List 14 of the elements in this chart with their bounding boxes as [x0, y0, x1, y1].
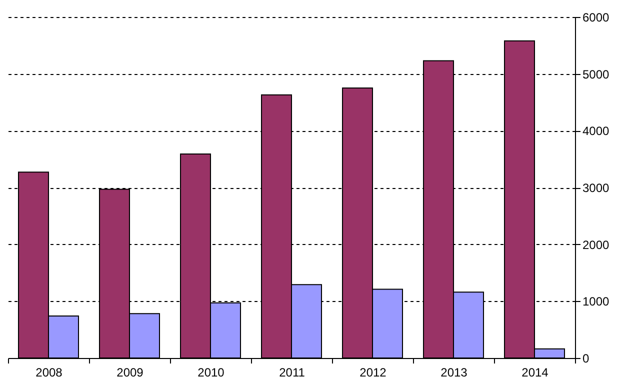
- y-tick-label: 2000: [582, 238, 610, 252]
- x-tick-label: 2012: [360, 366, 387, 380]
- y-tick-label: 0: [582, 352, 590, 366]
- y-tick-label: 3000: [582, 181, 610, 195]
- x-tick-label: 2010: [198, 366, 225, 380]
- y-tick-label: 1000: [582, 294, 610, 309]
- y-tick-label: 4000: [582, 124, 610, 138]
- x-tick-label: 2013: [440, 366, 468, 380]
- y-tick-label: 5000: [582, 67, 610, 82]
- y-tick-label: 6000: [582, 10, 610, 24]
- x-tick-label: 2008: [36, 366, 63, 380]
- x-tick-label: 2009: [116, 366, 144, 380]
- x-tick-label: 2011: [279, 366, 306, 380]
- x-tick-label: 2014: [522, 366, 549, 380]
